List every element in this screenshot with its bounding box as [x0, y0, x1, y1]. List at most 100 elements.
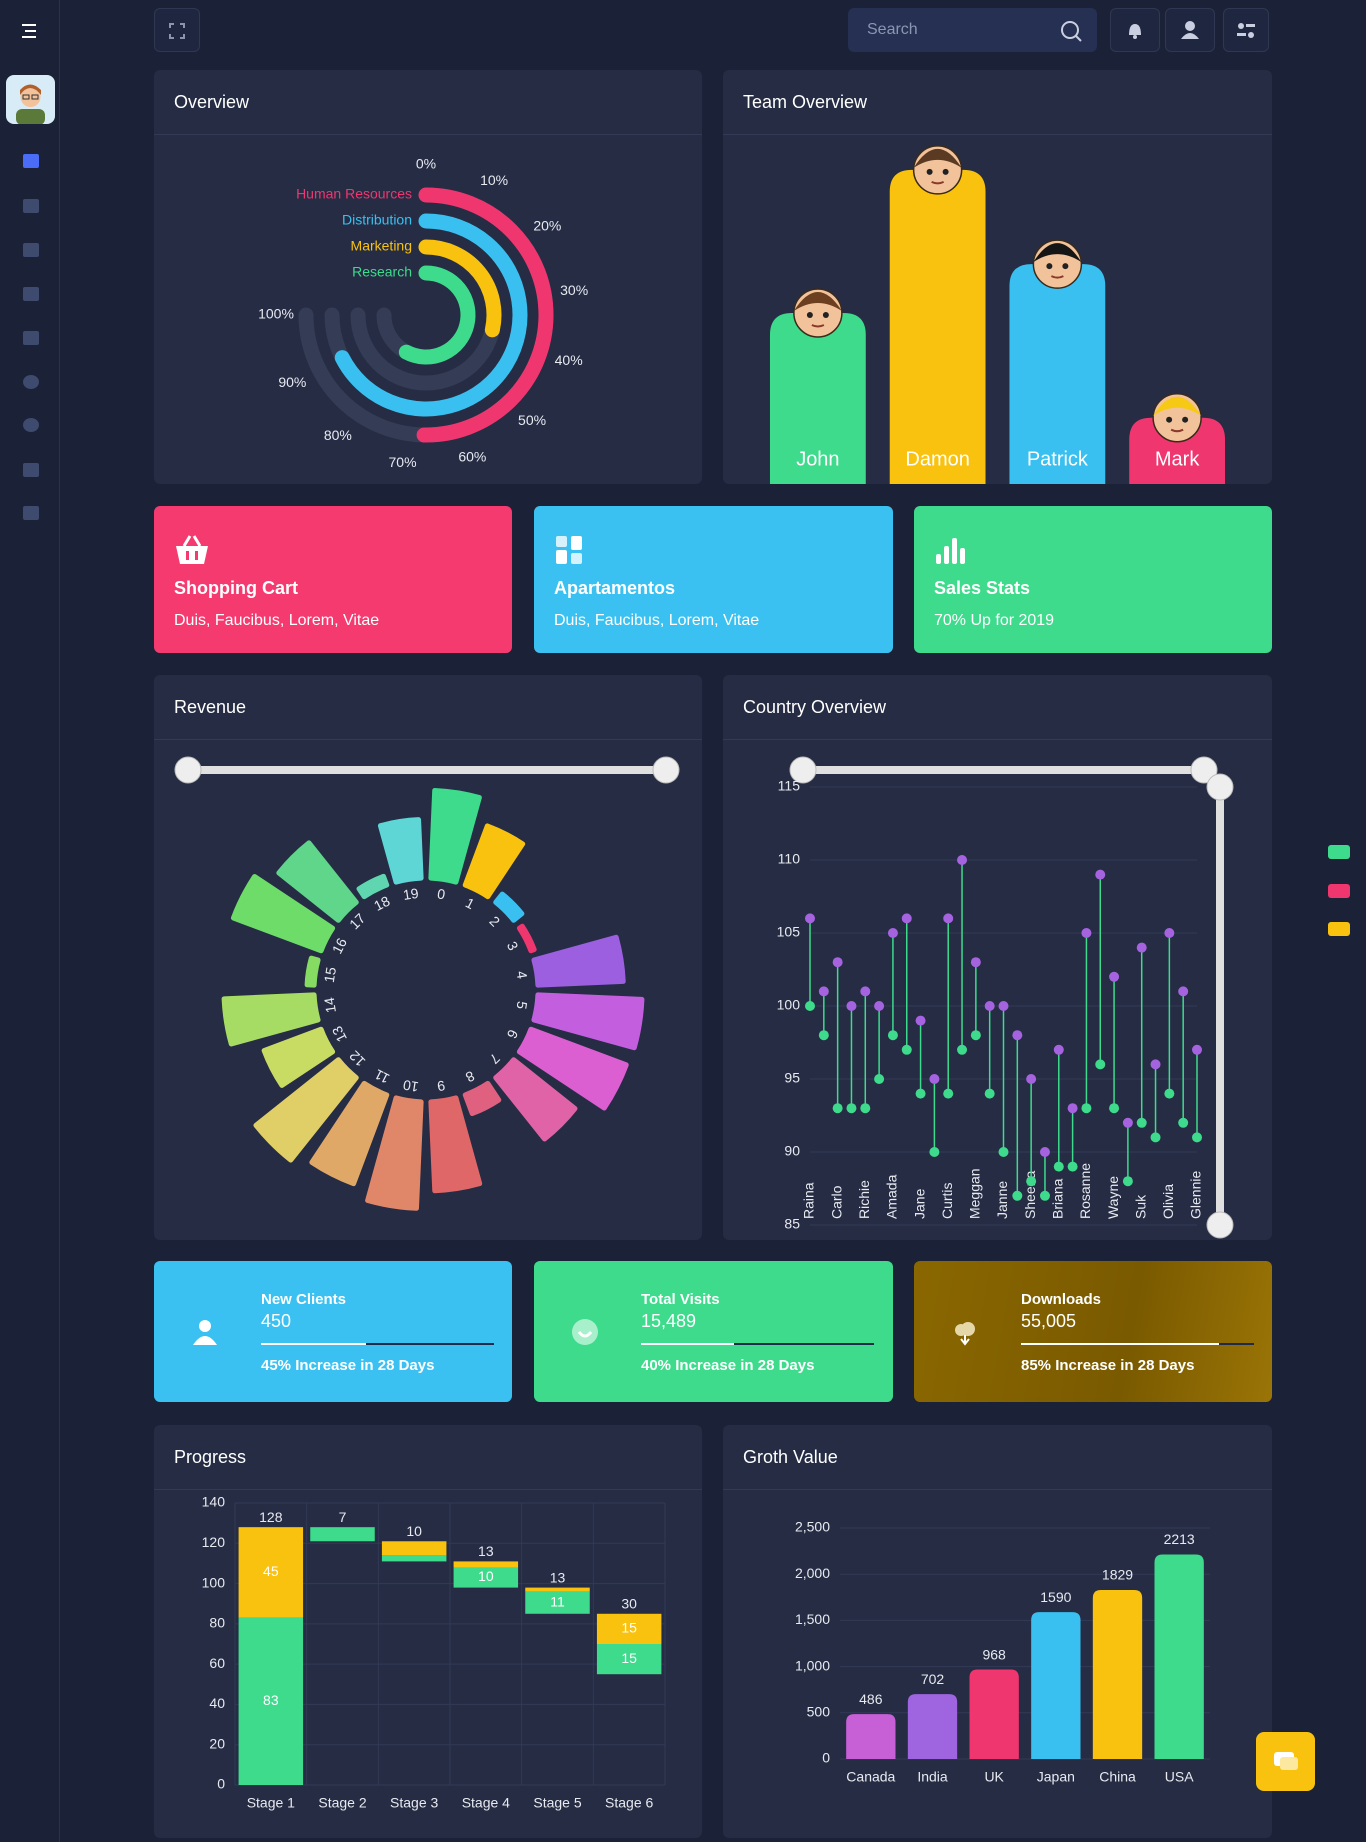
info-card[interactable]: New Clients 450 45% Increase in 28 Days [154, 1261, 512, 1402]
segment-label: 10 [478, 1568, 494, 1584]
tick-label: 10% [480, 172, 508, 188]
point [1109, 1103, 1120, 1114]
series-label: Marketing [351, 238, 412, 254]
bar-segment [310, 1527, 375, 1542]
info-value: 15,489 [641, 1311, 697, 1331]
growth-chart: 0 500 1,000 1,500 2,000 2,500 Canada 486 India 70… [795, 1519, 1210, 1785]
polar-bar [253, 1057, 359, 1163]
settings-button[interactable] [1223, 8, 1269, 52]
x-tick-label: Amada [884, 1174, 900, 1219]
polar-bar [531, 934, 626, 988]
avatar-hair [1153, 396, 1202, 416]
avatar-eye [1182, 416, 1189, 423]
nav-tables[interactable] [23, 331, 39, 345]
user-avatar[interactable] [6, 75, 55, 124]
chat-button[interactable] [1256, 1732, 1315, 1791]
point [1012, 1190, 1023, 1201]
search-box[interactable]: Search [848, 8, 1097, 52]
bar-name: Mark [1155, 448, 1200, 470]
x-tick-label: Carlo [828, 1185, 844, 1219]
point [1039, 1147, 1050, 1157]
data-label: 968 [982, 1646, 1006, 1662]
series-label: Research [352, 264, 412, 280]
tick-label: 20% [533, 218, 561, 234]
y-range-slider[interactable] [1206, 773, 1234, 1239]
y-tick-label: 0 [822, 1750, 830, 1766]
info-card[interactable]: Downloads 55,005 85% Increase in 28 Days [914, 1261, 1272, 1402]
fullscreen-button[interactable] [154, 8, 200, 52]
y-tick-label: 90 [784, 1143, 800, 1159]
nav-library[interactable] [23, 463, 39, 477]
point [998, 1147, 1009, 1157]
category-label: 12 [346, 1047, 368, 1069]
progress-track [641, 1343, 874, 1345]
menu-icon[interactable] [20, 22, 40, 40]
category-label: 4 [514, 970, 531, 980]
segment-label: 45 [263, 1563, 279, 1579]
point [818, 1030, 829, 1041]
category-label: 19 [402, 885, 420, 903]
point [1095, 869, 1106, 880]
nav-charts[interactable] [23, 375, 39, 389]
info-text: 40% Increase in 28 Days [641, 1357, 815, 1374]
stat-card[interactable]: Shopping Cart Duis, Faucibus, Lorem, Vit… [154, 506, 512, 653]
y-tick-label: 2,000 [795, 1565, 830, 1581]
category-label: 10 [402, 1077, 420, 1095]
stat-text: 70% Up for 2019 [934, 612, 1055, 629]
x-range-slider[interactable] [789, 756, 1218, 784]
point [1122, 1176, 1133, 1187]
stats-icon [936, 538, 965, 564]
range-slider[interactable] [174, 756, 680, 784]
stat-card[interactable]: Apartamentos Duis, Faucibus, Lorem, Vita… [534, 506, 893, 653]
category-label: 3 [504, 939, 522, 953]
point [846, 1001, 857, 1011]
bar-segment [596, 1644, 662, 1675]
avatar-eye [1166, 416, 1173, 423]
progress-chart: 0 20 40 60 80 100 120 140 83 45 128 Stage 1 7 Stage 2… [202, 1494, 666, 1811]
point [1039, 1190, 1050, 1201]
nav-docs[interactable] [23, 506, 39, 520]
polar-bar [309, 1080, 390, 1187]
y-tick-label: 500 [807, 1704, 831, 1720]
x-tick-label: Rosanne [1077, 1163, 1093, 1219]
avatar-eye [942, 168, 949, 175]
y-tick-label: 2,500 [795, 1519, 830, 1535]
nav-edit[interactable] [23, 243, 39, 257]
point [957, 855, 968, 865]
y-tick-label: 1,500 [795, 1611, 830, 1627]
bar-segment [525, 1587, 590, 1592]
side-tool-chat[interactable] [1328, 922, 1350, 936]
card-title: Team Overview [723, 70, 1272, 135]
stat-card[interactable]: Sales Stats 70% Up for 2019 [914, 506, 1272, 653]
y-tick-label: 115 [778, 778, 801, 794]
point [1178, 986, 1189, 997]
bar-segment [381, 1541, 447, 1556]
y-tick-label: 100 [777, 997, 801, 1013]
nav-tools[interactable] [23, 287, 39, 301]
nav-dashboard[interactable] [23, 154, 39, 168]
point [970, 957, 981, 968]
tick-label: 60% [458, 448, 486, 464]
side-tool-image[interactable] [1328, 884, 1350, 898]
ring-bar [416, 187, 554, 443]
bar-segment [238, 1527, 304, 1618]
nav-settings[interactable] [23, 418, 39, 432]
y-tick-label: 80 [209, 1615, 225, 1631]
x-tick-label: Olivia [1160, 1184, 1176, 1219]
info-title: Downloads [1021, 1291, 1102, 1308]
polar-bar [276, 840, 359, 923]
y-tick-label: 85 [784, 1216, 800, 1232]
point [1067, 1103, 1078, 1114]
notifications-button[interactable] [1110, 8, 1160, 52]
side-tool-camera[interactable] [1328, 845, 1350, 859]
info-card[interactable]: Total Visits 15,489 40% Increase in 28 D… [534, 1261, 893, 1402]
search-placeholder: Search [867, 21, 918, 38]
point [887, 928, 898, 938]
nav-apps[interactable] [23, 199, 39, 213]
profile-button[interactable] [1165, 8, 1215, 52]
bar-segment [596, 1613, 662, 1644]
polar-bar [428, 1095, 483, 1194]
series-label: Human Resources [296, 186, 412, 202]
x-tick-label: Jane [911, 1188, 927, 1219]
point [1067, 1161, 1078, 1172]
